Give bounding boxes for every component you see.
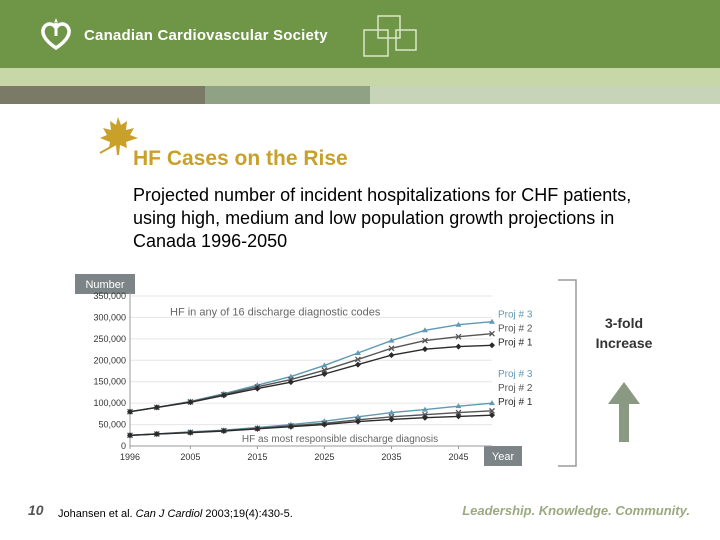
x-tick-label: 2005 [180,452,200,462]
legend-lower-3: Proj # 3 [498,369,533,380]
citation-journal: Can J Cardiol [135,508,203,520]
y-tick-label: 200,000 [93,355,126,365]
data-point [489,330,495,337]
tagline: Leadership. Knowledge. Community. [462,503,690,518]
data-point [153,431,160,437]
data-point [220,392,227,399]
data-point [354,418,361,425]
data-point [455,409,462,416]
data-point [489,407,495,414]
data-point [354,356,361,363]
data-point [254,425,261,432]
legend-upper-2: Proj # 2 [498,324,533,335]
side-label-line-2: Increase [596,335,653,351]
data-point [422,411,428,418]
header-bar: Canadian Cardiovascular Society [0,0,720,68]
citation: Johansen et al. Can J Cardiol 2003;19(4)… [58,508,293,520]
citation-authors: Johansen et al. [58,508,136,520]
data-point [187,399,194,406]
data-point [287,379,294,386]
y-tick-label: 350,000 [93,291,126,301]
y-tick-label: 50,000 [98,420,126,430]
y-tick-label: 300,000 [93,312,126,322]
data-point [388,416,395,423]
data-point [287,423,294,430]
annotation-lower: HF as most responsible discharge diagnos… [242,434,438,445]
data-point [388,409,395,415]
x-tick-label: 2025 [314,452,334,462]
header-stripe-dark [0,86,720,104]
x-axis-title-box [484,446,522,466]
maple-leaf-icon [99,117,138,155]
data-point [421,406,428,412]
heart-leaf-logo-icon [41,18,71,51]
data-point [489,400,495,406]
series-line-upper-2 [129,344,493,413]
x-tick-label: 2045 [448,452,468,462]
data-point [388,345,395,352]
data-point [489,412,495,419]
data-point [421,414,428,421]
data-point [421,327,428,333]
data-point [455,343,462,350]
data-point [321,371,328,377]
slide-subtitle: Projected number of incident hospitaliza… [133,185,632,251]
page-number: 10 [28,502,44,518]
data-point [254,385,261,392]
data-point [455,413,462,420]
side-label-line-1: 3-fold [605,315,643,331]
header-stripe-light [0,68,720,86]
legend-upper-1: Proj # 1 [498,338,533,349]
legend-upper-3: Proj # 3 [498,310,533,321]
hf-projection-chart: Number Year 3-fold Increase 0 50,000 100,00… [70,272,653,472]
data-point [321,362,328,368]
data-point [455,321,462,327]
three-fold-label: 3-fold Increase [596,315,653,351]
annotation-upper: HF in any of 16 discharge diagnostic cod… [170,306,381,318]
citation-rest: 2003;19(4):430-5. [202,508,293,520]
x-tick-label: 2035 [381,452,401,462]
legend-lower-2: Proj # 2 [498,383,533,394]
data-point [127,408,133,415]
data-point [388,337,395,343]
y-tick-label: 100,000 [93,398,126,408]
data-point [455,403,462,409]
data-point [127,432,133,439]
y-axis-title: Number [85,279,124,291]
plot-area: 0 50,000 100,000 150,000 200,000 250,000 300,0… [93,291,532,462]
bracket-line [558,279,577,467]
data-point [153,404,160,411]
data-point [354,361,361,368]
x-axis-title: Year [492,451,515,463]
slide-title: HF Cases on the Rise [133,147,348,170]
data-point [321,367,328,374]
data-point [354,350,361,355]
data-point [321,421,328,428]
data-point [388,352,395,359]
data-point [421,346,428,353]
decorative-squares-icon [363,15,417,57]
y-tick-label: 250,000 [93,334,126,344]
x-tick-label: 1996 [120,452,140,462]
data-point [455,333,462,340]
up-arrow-icon [608,382,640,442]
y-tick-label: 150,000 [93,377,126,387]
series-line-lower-5 [129,414,493,436]
y-axis-title-box [75,274,135,294]
y-tick-label: 0 [121,441,126,451]
data-point [422,337,428,344]
data-point [489,318,495,324]
x-tick-label: 2015 [247,452,267,462]
org-name: Canadian Cardiovascular Society [84,27,328,44]
data-point [220,428,227,434]
data-point [489,342,495,349]
legend-lower-1: Proj # 1 [498,397,533,408]
data-point [187,429,194,436]
